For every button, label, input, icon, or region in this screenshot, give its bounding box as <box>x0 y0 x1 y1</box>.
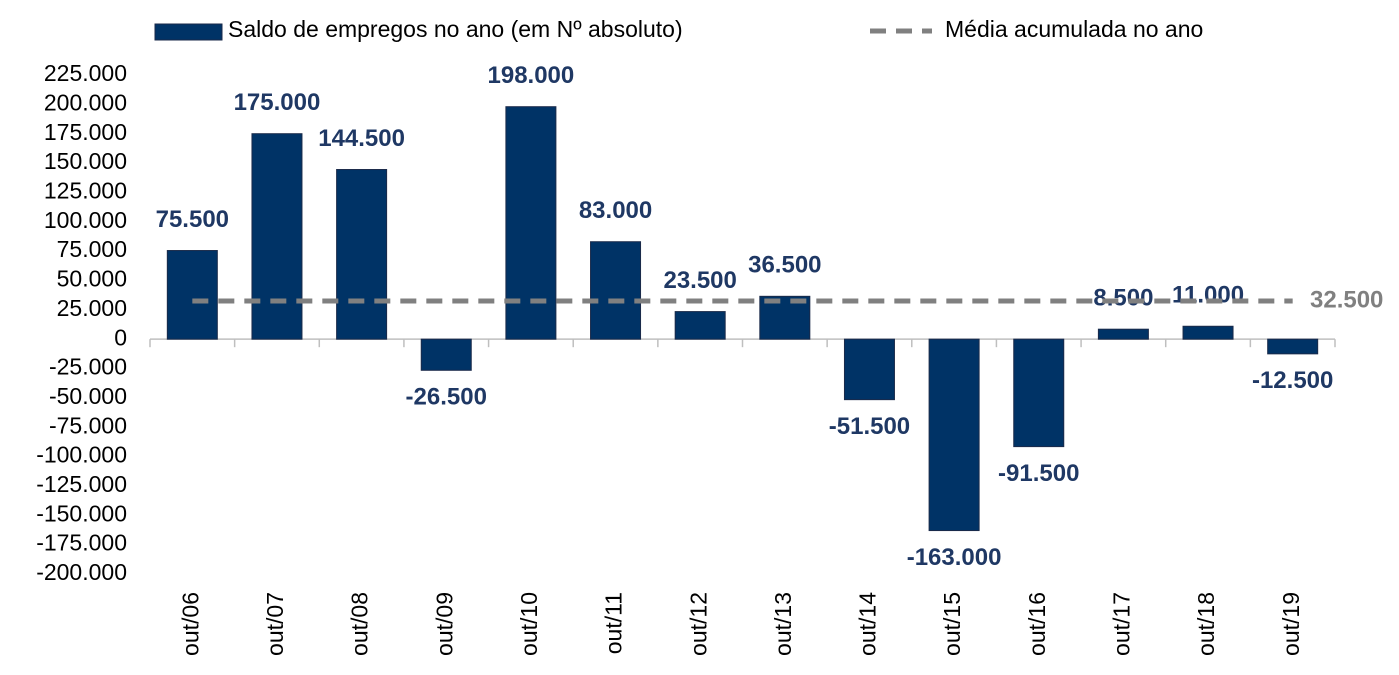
bar <box>420 338 472 371</box>
value-label: -26.500 <box>406 384 487 411</box>
y-tick-label: -50.000 <box>49 383 127 409</box>
y-tick-label: -200.000 <box>36 559 127 585</box>
x-tick-label: out/18 <box>1193 592 1219 656</box>
x-tick-label: out/09 <box>431 592 457 656</box>
y-tick-label: 25.000 <box>57 295 127 321</box>
x-tick-label: out/19 <box>1278 592 1304 656</box>
bar <box>674 311 726 340</box>
bar <box>336 169 388 340</box>
y-tick-label: -100.000 <box>36 442 127 468</box>
bar <box>1097 328 1149 340</box>
value-label: 23.500 <box>663 267 736 294</box>
average-label: 32.500 <box>1310 286 1383 313</box>
y-tick-label: 50.000 <box>57 266 127 292</box>
y-tick-label: 225.000 <box>44 60 127 86</box>
x-tick-label: out/12 <box>685 592 711 656</box>
legend-label: Saldo de empregos no ano (em Nº absoluto… <box>228 16 683 42</box>
bar <box>843 338 895 401</box>
x-tick-label: out/06 <box>177 592 203 656</box>
x-tick-label: out/10 <box>516 592 542 656</box>
value-label: 198.000 <box>488 62 575 89</box>
bar <box>1182 325 1234 340</box>
bar <box>590 241 642 340</box>
value-label: 175.000 <box>234 89 321 116</box>
y-tick-label: 200.000 <box>44 89 127 115</box>
legend-swatch <box>154 23 223 41</box>
y-tick-label: 150.000 <box>44 148 127 174</box>
y-tick-label: 125.000 <box>44 177 127 203</box>
x-tick-label: out/16 <box>1024 592 1050 656</box>
bar <box>166 250 218 340</box>
y-tick-label: 0 <box>114 324 127 350</box>
y-tick-label: -175.000 <box>36 530 127 556</box>
x-tick-label: out/13 <box>770 592 796 656</box>
value-label: 11.000 <box>1172 282 1244 309</box>
x-tick-label: out/15 <box>939 592 965 656</box>
value-label: -51.500 <box>829 413 910 440</box>
y-tick-label: -125.000 <box>36 471 127 497</box>
x-tick-label: out/14 <box>855 592 881 656</box>
y-tick-label: -75.000 <box>49 412 127 438</box>
legend-label: Média acumulada no ano <box>945 16 1203 42</box>
value-label: -91.500 <box>998 460 1079 487</box>
value-label: 8.500 <box>1093 285 1153 312</box>
y-tick-label: 75.000 <box>57 236 127 262</box>
bar <box>1013 338 1065 448</box>
bar <box>1267 338 1319 355</box>
y-tick-label: 175.000 <box>44 119 127 145</box>
x-tick-label: out/17 <box>1108 592 1134 656</box>
x-tick-label: out/08 <box>347 592 373 656</box>
value-label: 144.500 <box>318 125 405 152</box>
value-label: 36.500 <box>748 252 821 279</box>
bar <box>505 106 557 340</box>
value-label: 75.500 <box>156 206 229 233</box>
bar <box>251 133 303 340</box>
bar <box>928 338 980 532</box>
y-tick-label: 100.000 <box>44 207 127 233</box>
y-tick-label: -25.000 <box>49 354 127 380</box>
value-label: -163.000 <box>907 544 1002 571</box>
value-label: -12.500 <box>1252 367 1333 394</box>
y-tick-label: -150.000 <box>36 500 127 526</box>
x-tick-label: out/11 <box>601 592 627 654</box>
value-label: 83.000 <box>579 197 652 224</box>
x-tick-label: out/07 <box>262 592 288 656</box>
